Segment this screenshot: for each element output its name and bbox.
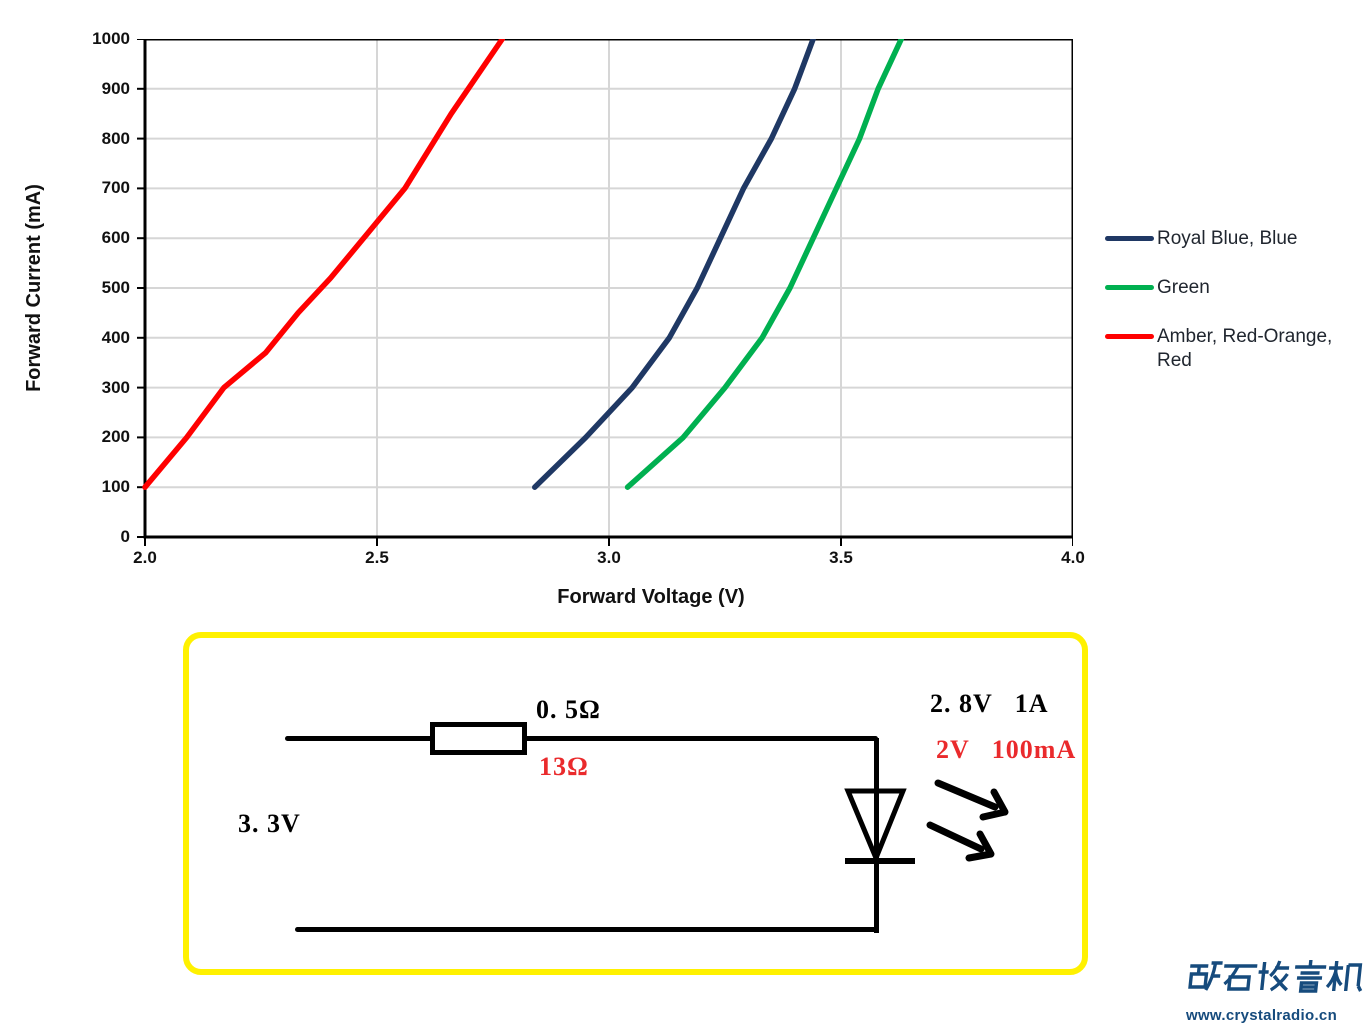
legend-label: Amber, Red-Orange, Red bbox=[1157, 326, 1333, 371]
legend-label: Green bbox=[1157, 277, 1210, 298]
led-spec-label-red: 2V 100mA bbox=[936, 735, 1077, 764]
led-vi-chart: 0 100 200 300 400 500 600 700 800 900 1000 2.0 2.5 3… bbox=[0, 0, 1365, 625]
legend-item: Amber, Red-Orange, Red bbox=[1105, 325, 1365, 373]
legend-item: Green bbox=[1105, 276, 1365, 300]
y-tick-label: 800 bbox=[101, 128, 130, 148]
bottom-wire bbox=[295, 927, 879, 932]
legend-label: Royal Blue, Blue bbox=[1157, 228, 1298, 249]
x-tick-label: 2.5 bbox=[365, 548, 389, 567]
x-axis-title: Forward Voltage (V) bbox=[557, 586, 745, 608]
x-tick-label: 3.0 bbox=[597, 548, 621, 567]
y-axis-tick-labels: 0 100 200 300 400 500 600 700 800 900 1000 bbox=[40, 0, 130, 625]
legend: Royal Blue, Blue Green Amber, Red-Orange, … bbox=[1105, 0, 1365, 420]
y-tick-label: 0 bbox=[120, 527, 130, 546]
y-tick-label: 1000 bbox=[92, 29, 130, 48]
led-spec-label: 2. 8V 1A bbox=[930, 689, 1049, 718]
series-line bbox=[532, 39, 816, 490]
resistor-value-label: 0. 5Ω bbox=[536, 695, 601, 724]
y-tick-label: 100 bbox=[101, 477, 130, 497]
y-tick-label: 500 bbox=[101, 278, 130, 297]
x-axis-tick-labels: 2.0 2.5 3.0 3.5 4.0 bbox=[0, 547, 1365, 571]
x-tick-label: 3.5 bbox=[829, 548, 853, 567]
plot-svg bbox=[137, 39, 1073, 546]
top-wire bbox=[285, 736, 878, 741]
resistor-value-label-red: 13Ω bbox=[539, 752, 589, 781]
legend-swatch-icon bbox=[1105, 285, 1154, 290]
y-tick-label: 900 bbox=[101, 78, 130, 98]
x-tick-label: 4.0 bbox=[1061, 548, 1085, 567]
resistor-symbol bbox=[430, 722, 527, 755]
legend-swatch-icon bbox=[1105, 334, 1154, 339]
y-tick-label: 700 bbox=[101, 178, 130, 198]
y-tick-label: 200 bbox=[101, 427, 130, 447]
legend-item: Royal Blue, Blue bbox=[1105, 227, 1365, 251]
y-tick-label: 600 bbox=[101, 228, 130, 248]
y-tick-label: 300 bbox=[101, 377, 130, 397]
y-tick-label: 400 bbox=[101, 327, 130, 347]
led-light-arrows-icon bbox=[926, 779, 1009, 862]
crystalradio-url: www.crystalradio.cn bbox=[1186, 1007, 1338, 1024]
led-vertical-wire bbox=[874, 738, 879, 933]
crystalradio-watermark: www.crystalradio.cn bbox=[1186, 953, 1365, 1024]
supply-voltage-label: 3. 3V bbox=[238, 809, 301, 838]
circuit-border-box bbox=[183, 632, 1088, 975]
legend-swatch-icon bbox=[1105, 236, 1154, 241]
series-line bbox=[142, 39, 506, 490]
crystalradio-logo-icon bbox=[1188, 960, 1363, 993]
x-tick-label: 2.0 bbox=[133, 548, 157, 567]
led-diode-icon bbox=[844, 788, 915, 865]
y-axis-title: Forward Current (mA) bbox=[23, 184, 45, 392]
series-line bbox=[624, 39, 905, 490]
